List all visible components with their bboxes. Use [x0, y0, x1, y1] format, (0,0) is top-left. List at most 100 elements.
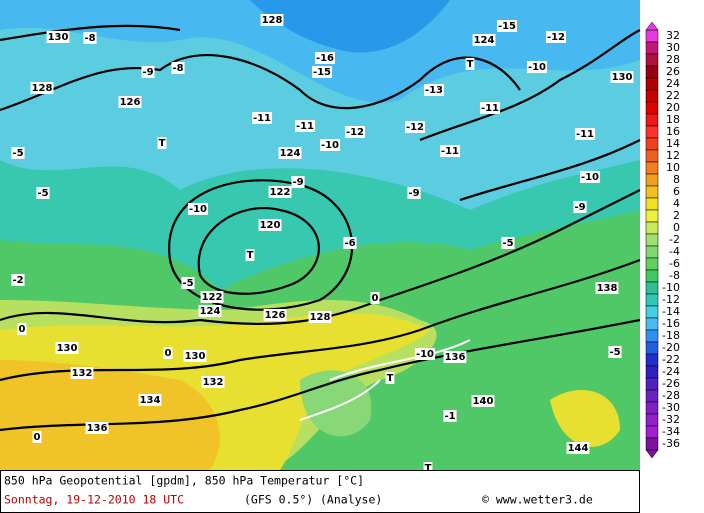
contour-label: -12	[547, 32, 565, 43]
contour-label: -10	[581, 172, 599, 183]
contour-label: T	[467, 59, 474, 70]
label-box	[526, 61, 548, 73]
contour-label: -8	[172, 63, 183, 74]
colorbar-swatch	[645, 161, 659, 175]
label-box	[294, 120, 316, 132]
colorbar-label: -4	[669, 245, 680, 258]
label-box	[465, 58, 475, 70]
label-box	[574, 128, 596, 140]
contour-label: 136	[445, 352, 466, 363]
contour-label: 122	[202, 292, 223, 303]
colorbar-top-arrow	[645, 21, 659, 31]
contour-label: 130	[48, 32, 69, 43]
footer-box	[0, 470, 640, 513]
contour-label: 124	[474, 35, 495, 46]
contour-label: 140	[473, 396, 494, 407]
contour-label: 132	[72, 368, 93, 379]
label-box	[370, 292, 380, 304]
label-box	[55, 342, 79, 354]
colorbar-label: -8	[669, 269, 680, 282]
contour-label: -9	[142, 67, 153, 78]
contour-label: 130	[185, 351, 206, 362]
colorbar-label: 0	[673, 221, 680, 234]
label-box	[443, 351, 467, 363]
contour-label: -5	[182, 278, 193, 289]
contour-label: -11	[441, 146, 459, 157]
label-box	[579, 171, 601, 183]
colorbar-label: -34	[662, 425, 680, 438]
colorbar-label: -26	[662, 377, 680, 390]
label-box	[32, 431, 42, 443]
very-cold-area	[250, 0, 450, 53]
colorbar-label: -2	[669, 233, 680, 246]
colorbar-swatch	[645, 137, 659, 151]
label-box	[278, 147, 302, 159]
footer-title: 850 hPa Geopotential [gpdm], 850 hPa Tem…	[4, 474, 364, 488]
contour-label: 134	[140, 395, 161, 406]
alps-outline	[299, 339, 471, 421]
contour-label: -11	[576, 129, 594, 140]
colorbar-bottom-arrow	[645, 449, 659, 459]
contour-label: -9	[292, 177, 303, 188]
contour-label: 0	[19, 324, 26, 335]
label-box	[17, 323, 27, 335]
label-box	[314, 52, 336, 64]
colorbar-swatch	[645, 125, 659, 139]
contour-label: -8	[84, 33, 95, 44]
footer-model: (GFS 0.5°)	[244, 493, 313, 507]
label-box	[200, 291, 224, 303]
colorbar-swatch	[645, 89, 659, 103]
colorbar-label: -32	[662, 413, 680, 426]
colorbar-label: 20	[666, 101, 680, 114]
contour-label: -11	[481, 103, 499, 114]
label-box	[404, 121, 426, 133]
colorbar-swatch	[645, 233, 659, 247]
label-box	[70, 367, 94, 379]
label-box	[496, 20, 518, 32]
colorbar-swatch	[645, 365, 659, 379]
contour-label: -15	[313, 67, 331, 78]
label-box	[414, 348, 436, 360]
contour-label: 124	[200, 306, 221, 317]
label-box	[268, 186, 292, 198]
contour-label: -16	[316, 53, 334, 64]
colorbar-label: -20	[662, 341, 680, 354]
label-box	[443, 410, 457, 422]
contour-label: 132	[203, 377, 224, 388]
footer-run: (Analyse)	[320, 493, 382, 507]
cold-area	[0, 0, 640, 103]
colorbar-swatch	[645, 269, 659, 283]
label-box	[608, 346, 622, 358]
label-box	[201, 376, 225, 388]
contour-label: 0	[34, 432, 41, 443]
label-box	[11, 147, 25, 159]
colorbar-label: -30	[662, 401, 680, 414]
colorbar-swatch	[645, 77, 659, 91]
label-box	[471, 395, 495, 407]
contour-label: -15	[498, 21, 516, 32]
label-box	[258, 219, 282, 231]
colorbar-swatch	[645, 53, 659, 67]
label-box	[423, 462, 433, 474]
colorbar-label: -18	[662, 329, 680, 342]
contour-label: -13	[425, 85, 443, 96]
label-box	[260, 14, 284, 26]
label-box	[36, 187, 50, 199]
contour-label: -9	[408, 188, 419, 199]
contour-label: -10	[416, 349, 434, 360]
label-box	[187, 203, 209, 215]
label-box	[245, 249, 255, 261]
contour-label: 124	[280, 148, 301, 159]
colorbar-swatch	[645, 29, 659, 43]
colorbar-swatch	[645, 317, 659, 331]
contour-label: -11	[296, 121, 314, 132]
colorbar-swatch	[645, 113, 659, 127]
label-box	[11, 274, 25, 286]
label-box	[118, 96, 142, 108]
colorbar-label: -24	[662, 365, 680, 378]
label-box	[171, 62, 185, 74]
colorbar-swatch	[645, 41, 659, 55]
colorbar-swatch	[645, 341, 659, 355]
